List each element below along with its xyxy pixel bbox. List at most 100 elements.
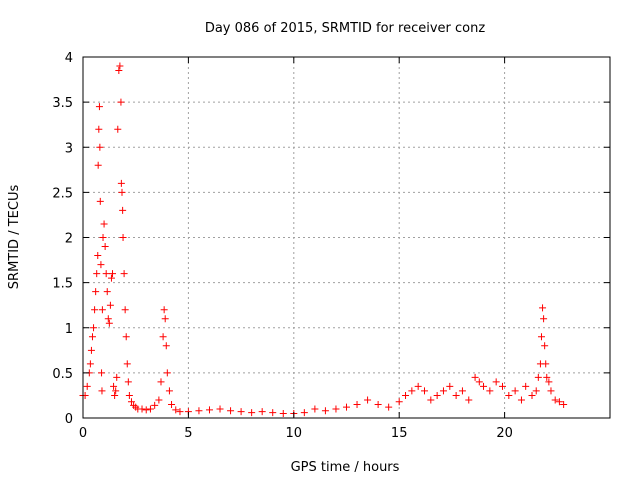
data-point	[433, 391, 441, 399]
data-point	[95, 125, 103, 133]
grid	[83, 57, 610, 418]
x-axis-label: GPS time / hours	[291, 460, 400, 475]
y-tick-label: 2.5	[52, 186, 73, 201]
data-point	[119, 234, 127, 241]
data-point	[505, 391, 513, 399]
data-point	[395, 398, 403, 406]
data-point	[498, 382, 506, 390]
data-point	[541, 342, 549, 350]
data-point	[300, 409, 308, 417]
data-point	[116, 62, 124, 70]
data-point	[107, 274, 115, 282]
data-point	[98, 306, 106, 314]
data-point	[353, 400, 361, 408]
data-point	[486, 387, 494, 395]
data-point	[117, 179, 125, 187]
data-point	[385, 403, 393, 411]
data-point	[311, 405, 319, 413]
data-point	[87, 346, 95, 354]
data-series	[79, 62, 568, 417]
data-point	[172, 406, 180, 414]
plot-frame	[82, 56, 611, 419]
data-point	[446, 382, 454, 390]
data-point	[543, 373, 551, 381]
data-point	[465, 396, 473, 404]
data-point	[560, 400, 568, 408]
data-point	[102, 270, 110, 278]
data-point	[374, 400, 382, 408]
data-point	[88, 333, 96, 341]
data-point	[101, 243, 109, 251]
data-point	[90, 324, 98, 332]
data-point	[528, 391, 536, 399]
data-point	[551, 396, 559, 404]
data-point	[542, 360, 550, 368]
data-point	[122, 333, 130, 341]
data-point	[216, 405, 224, 413]
data-point	[103, 288, 111, 296]
data-point	[279, 409, 287, 417]
data-point	[98, 369, 106, 377]
data-point	[165, 387, 173, 395]
data-point	[258, 408, 266, 416]
data-point	[402, 391, 410, 399]
x-tick-labels: 0 5 10 15 20	[79, 426, 513, 441]
data-point	[125, 391, 133, 399]
x-tick-label: 5	[184, 426, 192, 441]
data-point	[195, 407, 203, 415]
y-tick-label: 0.5	[52, 367, 73, 382]
data-point	[106, 301, 114, 309]
y-tick-label: 3	[65, 141, 73, 156]
axis-ticks	[82, 56, 610, 419]
data-point	[86, 360, 94, 368]
y-tick-label: 4	[65, 51, 73, 66]
data-point	[227, 407, 235, 415]
data-point	[458, 387, 466, 395]
data-point	[162, 342, 170, 350]
data-point	[123, 360, 131, 368]
data-point	[92, 288, 100, 296]
data-point	[91, 306, 99, 314]
data-point	[95, 103, 103, 111]
x-tick-label: 20	[496, 426, 513, 441]
data-point	[545, 378, 553, 386]
data-point	[427, 396, 435, 404]
chart-title: Day 086 of 2015, SRMTID for receiver con…	[205, 21, 486, 36]
data-point	[332, 405, 340, 413]
data-point	[115, 67, 123, 75]
data-point	[118, 188, 126, 196]
y-tick-label: 1.5	[52, 277, 73, 292]
y-tick-label: 0	[65, 412, 73, 427]
data-point	[155, 396, 163, 404]
data-point	[114, 125, 122, 133]
data-point	[94, 252, 102, 260]
data-point	[83, 382, 91, 390]
data-point	[168, 400, 176, 408]
data-point	[94, 161, 102, 169]
data-point	[159, 333, 167, 341]
data-point	[127, 398, 135, 406]
data-point	[97, 261, 105, 269]
data-point	[475, 378, 483, 386]
data-point	[157, 378, 165, 386]
data-point	[408, 387, 416, 395]
data-point	[112, 387, 120, 395]
data-point	[269, 409, 277, 417]
x-tick-label: 0	[79, 426, 87, 441]
data-point	[124, 378, 132, 386]
data-point	[104, 315, 112, 323]
data-point	[161, 315, 169, 323]
data-point	[151, 401, 159, 409]
data-point	[160, 306, 168, 314]
data-point	[555, 398, 563, 406]
data-point	[237, 408, 245, 416]
data-point	[420, 387, 428, 395]
data-point	[111, 391, 119, 399]
data-point	[96, 197, 104, 205]
data-point	[142, 406, 150, 414]
data-point	[517, 396, 525, 404]
data-point	[343, 403, 350, 411]
data-point	[511, 387, 519, 395]
data-point	[452, 391, 460, 399]
data-point	[98, 387, 106, 395]
